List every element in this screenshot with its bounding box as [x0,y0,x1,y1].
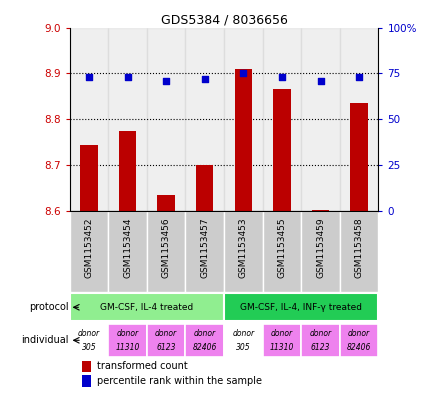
Text: donor: donor [116,329,138,338]
Bar [224,28,262,211]
Text: 6123: 6123 [156,343,175,353]
Bar [69,293,224,321]
Text: GSM1153457: GSM1153457 [200,218,209,278]
Text: donor: donor [270,329,293,338]
Bar [185,28,224,211]
Text: GSM1153454: GSM1153454 [123,218,132,278]
Bar [146,211,185,292]
Bar [196,165,213,211]
Bar [108,28,146,211]
Bar [108,324,146,357]
Text: 82406: 82406 [346,343,371,353]
Point [85,74,92,80]
Text: GSM1153459: GSM1153459 [316,218,324,278]
Bar [146,324,185,357]
Bar [69,324,108,357]
Text: donor: donor [309,329,331,338]
Bar [339,28,378,211]
Bar [300,28,339,211]
Bar [185,211,224,292]
Point [124,74,131,80]
Text: donor: donor [78,329,100,338]
Bar [82,375,91,387]
Bar [108,211,146,292]
Bar [262,28,300,211]
Bar [234,69,251,211]
Bar [82,361,91,372]
Bar [185,324,224,357]
Bar [69,28,108,211]
Text: donor: donor [193,329,215,338]
Text: 11310: 11310 [269,343,293,353]
Bar [339,324,378,357]
Point [201,76,208,82]
Bar [69,211,108,292]
Text: GSM1153455: GSM1153455 [277,218,286,278]
Text: protocol: protocol [29,302,69,312]
Text: individual: individual [21,335,69,345]
Bar [118,131,136,211]
Text: 6123: 6123 [310,343,329,353]
Bar [262,324,300,357]
Text: 305: 305 [82,343,96,353]
Bar [157,195,174,211]
Text: donor: donor [347,329,369,338]
Text: donor: donor [155,329,177,338]
Point [278,74,285,80]
Bar [311,210,329,211]
Point [162,78,169,84]
Text: GM-CSF, IL-4 treated: GM-CSF, IL-4 treated [100,303,193,312]
Point [355,74,362,80]
Text: GM-CSF, IL-4, INF-γ treated: GM-CSF, IL-4, INF-γ treated [240,303,362,312]
Text: 11310: 11310 [115,343,139,353]
Bar [339,211,378,292]
Bar [224,293,378,321]
Bar [262,211,300,292]
Point [316,78,323,84]
Text: GSM1153458: GSM1153458 [354,218,363,278]
Bar [80,145,97,211]
Text: GSM1153452: GSM1153452 [84,218,93,278]
Text: 305: 305 [236,343,250,353]
Text: GSM1153453: GSM1153453 [238,218,247,278]
Text: percentile rank within the sample: percentile rank within the sample [97,376,262,386]
Bar [350,103,367,211]
Bar [224,324,262,357]
Bar [146,28,185,211]
Bar [300,324,339,357]
Text: 82406: 82406 [192,343,217,353]
Bar [300,211,339,292]
Text: transformed count: transformed count [97,361,188,371]
Text: donor: donor [232,329,254,338]
Bar [224,211,262,292]
Title: GDS5384 / 8036656: GDS5384 / 8036656 [160,13,287,26]
Bar [273,90,290,211]
Point [239,70,246,77]
Text: GSM1153456: GSM1153456 [161,218,170,278]
